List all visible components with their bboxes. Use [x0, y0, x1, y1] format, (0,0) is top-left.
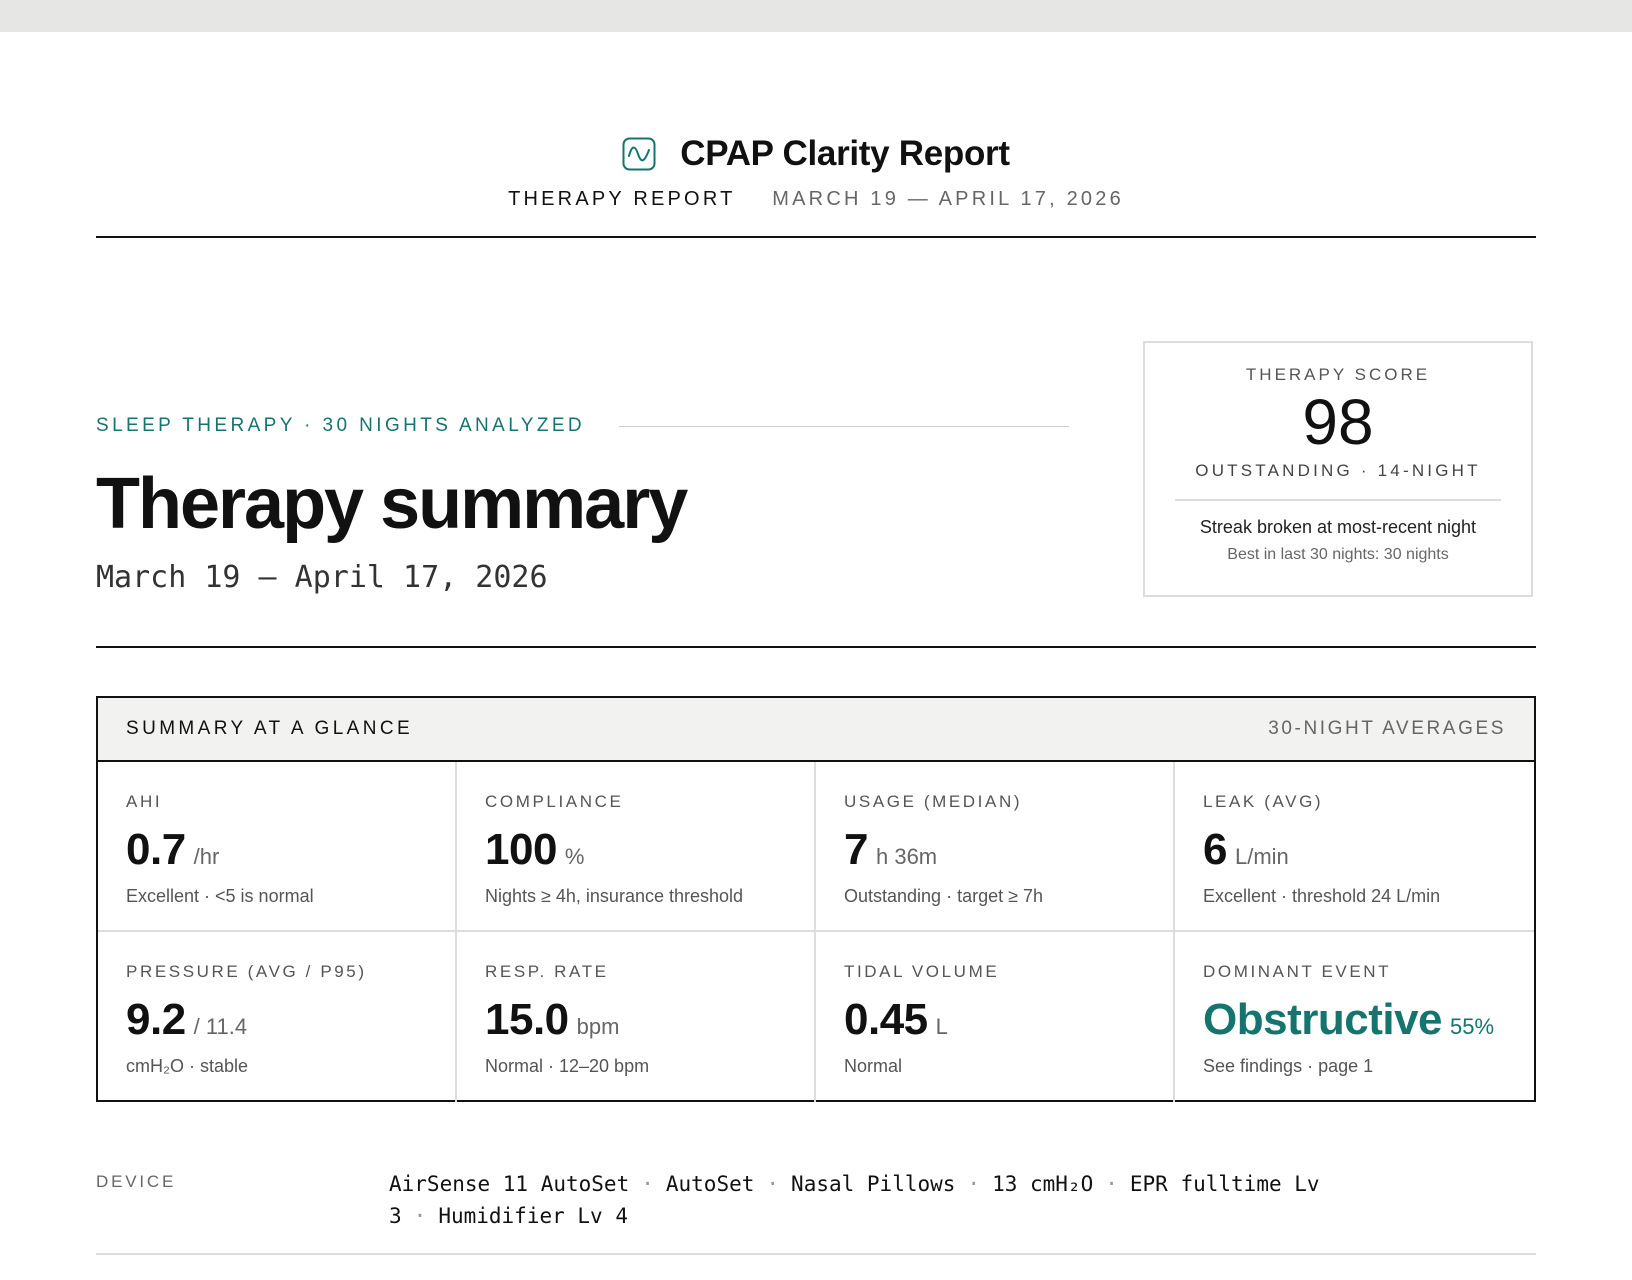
- waveform-icon: [622, 137, 656, 171]
- hero: SLEEP THERAPY · 30 NIGHTS ANALYZED Thera…: [96, 400, 1096, 595]
- metric-value: 100: [485, 825, 557, 874]
- metric-value: 9.2: [126, 995, 186, 1044]
- report-title: CPAP Clarity Report: [680, 134, 1010, 173]
- metric-label: COMPLIANCE: [485, 792, 624, 811]
- metric-value: 6: [1203, 825, 1227, 874]
- score-value: 98: [1302, 386, 1374, 458]
- metric-pressure: PRESSURE (AVG / P95) 9.2 / 11.4 cmH₂O · …: [98, 932, 457, 1102]
- score-streak: Streak broken at most-recent night: [1199, 517, 1477, 537]
- metric-value: 7: [844, 825, 868, 874]
- summary-title: SUMMARY AT A GLANCE: [126, 718, 414, 739]
- score-label: THERAPY SCORE: [1245, 365, 1431, 384]
- score-tier: OUTSTANDING · 14-NIGHT: [1195, 461, 1481, 480]
- score-best: Best in last 30 nights: 30 nights: [1227, 546, 1449, 563]
- metric-resp-rate: RESP. RATE 15.0 bpm Normal · 12–20 bpm: [457, 932, 816, 1102]
- metric-label: DOMINANT EVENT: [1203, 962, 1392, 981]
- metric-value-row: 100 %: [485, 826, 786, 874]
- header-divider: [96, 236, 1536, 238]
- metric-label: AHI: [126, 792, 163, 811]
- metric-unit: /hr: [193, 844, 220, 869]
- device-details: AirSense 11 AutoSet · AutoSet · Nasal Pillow…: [389, 1168, 1389, 1232]
- metric-value-row: Obstructive 55%: [1203, 996, 1506, 1044]
- brand: CPAP Clarity Report: [96, 132, 1536, 176]
- hero-kicker: SLEEP THERAPY · 30 NIGHTS ANALYZED: [96, 415, 586, 436]
- separator-dot: ·: [641, 1172, 654, 1196]
- metric-dominant-event: DOMINANT EVENT Obstructive 55% See findi…: [1175, 932, 1534, 1102]
- metric-ahi: AHI 0.7 /hr Excellent · <5 is normal: [98, 762, 457, 932]
- separator-dot: ·: [1105, 1172, 1118, 1196]
- summary-note: 30-NIGHT AVERAGES: [1268, 718, 1506, 739]
- device-item: Humidifier Lv 4: [438, 1204, 628, 1228]
- section-divider: [96, 646, 1536, 648]
- hero-title: Therapy summary: [96, 464, 688, 544]
- metric-unit: 55%: [1450, 1014, 1495, 1039]
- device-label: DEVICE: [96, 1172, 177, 1191]
- metric-value: 0.45: [844, 995, 928, 1044]
- metric-note: Outstanding · target ≥ 7h: [844, 886, 1043, 906]
- metric-note: Excellent · <5 is normal: [126, 886, 314, 906]
- separator-dot: ·: [967, 1172, 981, 1196]
- metric-unit: L/min: [1234, 844, 1289, 869]
- therapy-score-card: THERAPY SCORE 98 OUTSTANDING · 14-NIGHT …: [1143, 341, 1533, 597]
- metric-label: LEAK (AVG): [1203, 792, 1324, 811]
- metric-unit: L: [935, 1014, 948, 1039]
- metric-label: USAGE (MEDIAN): [844, 792, 1023, 811]
- metric-value-row: 9.2 / 11.4: [126, 996, 427, 1044]
- metric-compliance: COMPLIANCE 100 % Nights ≥ 4h, insurance …: [457, 762, 816, 932]
- metric-value: 15.0: [485, 995, 569, 1044]
- report-dates: MARCH 19 — APRIL 17, 2026: [772, 188, 1124, 210]
- metric-unit: / 11.4: [193, 1014, 248, 1039]
- device-item: AirSense 11 AutoSet: [389, 1172, 630, 1196]
- device-item: Nasal Pillows: [791, 1172, 956, 1196]
- summary-header: SUMMARY AT A GLANCE 30-NIGHT AVERAGES: [98, 698, 1534, 762]
- summary-at-a-glance: SUMMARY AT A GLANCE 30-NIGHT AVERAGES AH…: [96, 696, 1536, 1102]
- metrics-grid: AHI 0.7 /hr Excellent · <5 is normal COM…: [98, 762, 1534, 1102]
- kicker-line: [619, 425, 1070, 427]
- separator-dot: ·: [413, 1204, 427, 1228]
- hero-date-range: March 19 – April 17, 2026: [96, 560, 548, 595]
- metric-label: TIDAL VOLUME: [844, 962, 1000, 981]
- metric-unit: bpm: [576, 1014, 620, 1039]
- device-item: 13 cmH₂O: [992, 1172, 1094, 1196]
- metric-note: cmH₂O · stable: [126, 1056, 249, 1076]
- metric-note: Nights ≥ 4h, insurance threshold: [485, 886, 744, 906]
- metric-label: PRESSURE (AVG / P95): [126, 962, 367, 981]
- device-item: EPR fulltime Lv 3: [389, 1172, 1320, 1228]
- device-divider: [96, 1253, 1536, 1255]
- metric-value: Obstructive: [1203, 995, 1443, 1044]
- score-divider: [1175, 499, 1501, 501]
- kicker-row: SLEEP THERAPY · 30 NIGHTS ANALYZED: [96, 400, 1096, 452]
- metric-note: Excellent · threshold 24 L/min: [1203, 886, 1441, 906]
- metric-value-row: 15.0 bpm: [485, 996, 786, 1044]
- device-item: AutoSet: [665, 1172, 755, 1196]
- metric-value: 0.7: [126, 825, 186, 874]
- metric-unit: h 36m: [875, 844, 938, 869]
- metric-leak: LEAK (AVG) 6 L/min Excellent · threshold…: [1175, 762, 1534, 932]
- metric-usage: USAGE (MEDIAN) 7 h 36m Outstanding · tar…: [816, 762, 1175, 932]
- metric-value-row: 0.45 L: [844, 996, 1145, 1044]
- metric-tidal-volume: TIDAL VOLUME 0.45 L Normal: [816, 932, 1175, 1102]
- metric-note: See findings · page 1: [1203, 1056, 1374, 1076]
- separator-dot: ·: [766, 1172, 780, 1196]
- metric-note: Normal · 12–20 bpm: [485, 1056, 650, 1076]
- metric-label: RESP. RATE: [485, 962, 609, 981]
- metric-unit: %: [564, 844, 585, 869]
- metric-value-row: 6 L/min: [1203, 826, 1506, 874]
- report-subhead: THERAPY REPORT MARCH 19 — APRIL 17, 2026: [96, 188, 1536, 211]
- metric-value-row: 0.7 /hr: [126, 826, 427, 874]
- metric-value-row: 7 h 36m: [844, 826, 1145, 874]
- metric-note: Normal: [844, 1056, 903, 1076]
- report-header: CPAP Clarity Report THERAPY REPORT MARCH…: [96, 132, 1536, 211]
- browser-top-bar: [0, 0, 1632, 32]
- report-label: THERAPY REPORT: [508, 188, 736, 210]
